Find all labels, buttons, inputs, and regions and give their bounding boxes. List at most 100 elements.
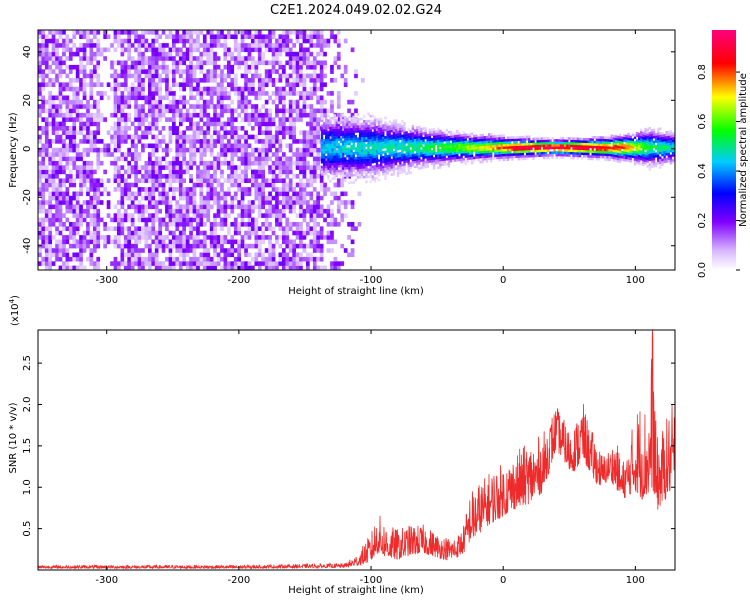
- spectrogram-cell: [127, 134, 131, 140]
- spectrogram-cell: [413, 129, 417, 132]
- spectrogram-cell: [58, 30, 63, 35]
- spectrogram-cell: [175, 34, 180, 39]
- spectrogram-cell: [335, 133, 338, 137]
- spectrogram-cell: [154, 143, 159, 149]
- spectrogram-cell: [75, 91, 80, 96]
- spectrogram-cell: [271, 256, 276, 262]
- spectrogram-cell: [175, 174, 180, 179]
- spectrogram-cell: [352, 157, 355, 160]
- spectrogram-cell: [216, 139, 221, 144]
- spectrogram-cell: [89, 86, 94, 92]
- spectrogram-cell: [323, 112, 327, 118]
- spectrogram-cell: [473, 134, 476, 138]
- spectrogram-cell: [401, 146, 404, 150]
- spectrogram-cell: [240, 178, 245, 183]
- spectrogram-cell: [418, 159, 421, 163]
- spectrogram-cell: [454, 159, 457, 162]
- spectrogram-cell: [178, 235, 183, 240]
- spectrogram-cell: [151, 47, 156, 53]
- spectrogram-cell: [165, 208, 169, 214]
- spectrogram-cell: [82, 178, 87, 183]
- spectrogram-cell: [342, 140, 345, 144]
- spectrogram-cell: [361, 129, 364, 133]
- spectrogram-cell: [223, 147, 228, 153]
- spectrogram-cell: [62, 265, 66, 270]
- spectrogram-cell: [51, 30, 56, 35]
- spectrogram-cell: [302, 95, 307, 101]
- spectrogram-cell: [264, 99, 269, 105]
- spectrogram-cell: [319, 99, 324, 105]
- spectrogram-cell: [500, 146, 503, 150]
- spectrogram-cell: [325, 141, 328, 144]
- spectrogram-cell: [422, 166, 425, 169]
- spectrogram-cell: [358, 127, 362, 131]
- spectrogram-cell: [41, 200, 46, 205]
- spectrogram-cell: [192, 204, 197, 210]
- spectrogram-cell: [330, 64, 334, 70]
- spectrogram-cell: [110, 73, 114, 79]
- spectrogram-cell: [175, 222, 180, 227]
- spectrogram-cell: [346, 142, 349, 146]
- spectrogram-cell: [428, 133, 432, 137]
- spectrogram-cell: [331, 172, 334, 176]
- spectrogram-cell: [399, 123, 402, 126]
- spectrogram-cell: [58, 108, 63, 114]
- spectrogram-cell: [51, 152, 56, 157]
- spectrogram-cell: [93, 169, 97, 175]
- spectrogram-cell: [244, 147, 248, 153]
- spectrogram-cell: [182, 86, 186, 92]
- spectrogram-cell: [172, 126, 176, 131]
- spectrogram-cell: [356, 168, 360, 172]
- spectrogram-cell: [309, 86, 314, 92]
- spectrogram-cell: [380, 132, 383, 135]
- spectrogram-cell: [254, 147, 259, 153]
- spectrogram-cell: [292, 200, 296, 205]
- spectrogram-cell: [130, 256, 135, 262]
- spectrogram-cell: [445, 145, 448, 149]
- spectrogram-cell: [51, 82, 56, 87]
- spectrogram-cell: [38, 60, 42, 66]
- spectrogram-cell: [178, 134, 183, 140]
- spectrogram-cell: [44, 200, 49, 205]
- spectrogram-cell: [38, 34, 42, 39]
- spectrogram-cell: [113, 178, 118, 183]
- spectrogram-cell: [384, 170, 387, 173]
- spectrogram-cell: [41, 99, 46, 105]
- spectrogram-cell: [182, 112, 186, 118]
- spectrogram-cell: [178, 152, 183, 157]
- spectrogram-cell: [264, 147, 269, 153]
- spectrogram-cell: [127, 204, 131, 210]
- spectrogram-cell: [292, 222, 296, 227]
- spectrogram-cell: [271, 174, 276, 179]
- spectrogram-cell: [335, 116, 338, 120]
- spectrogram-cell: [441, 163, 444, 166]
- spectrogram-cell: [357, 222, 362, 227]
- spectrogram-cell: [178, 69, 183, 74]
- spectrogram-cell: [196, 174, 200, 179]
- spectrogram-cell: [456, 132, 459, 135]
- spectrogram-cell: [363, 115, 366, 118]
- spectrogram-cell: [48, 235, 52, 240]
- spectrogram-cell: [275, 261, 279, 266]
- spectrogram-cell: [233, 265, 238, 270]
- spectrogram-cell: [51, 108, 56, 114]
- spectrogram-cell: [189, 104, 193, 109]
- spectrogram-cell: [206, 117, 211, 122]
- spectrogram-cell: [68, 169, 73, 175]
- spectrogram-cell: [354, 173, 357, 177]
- spectrogram-cell: [168, 91, 173, 96]
- spectrogram-cell: [48, 51, 52, 57]
- spectrogram-cell: [356, 149, 360, 153]
- spectrogram-cell: [178, 187, 183, 192]
- spectrogram-cell: [320, 127, 324, 130]
- spectrogram-cell: [151, 38, 156, 44]
- spectrogram-cell: [48, 195, 52, 201]
- spectrogram-cell: [409, 166, 412, 170]
- spectrogram-cell: [227, 248, 231, 253]
- spectrogram-cell: [161, 139, 166, 144]
- spectrogram-cell: [82, 230, 87, 236]
- spectrogram-cell: [41, 165, 46, 170]
- spectrogram-cell: [384, 174, 387, 178]
- spectrogram-cell: [312, 256, 317, 262]
- spectrogram-cell: [380, 146, 383, 150]
